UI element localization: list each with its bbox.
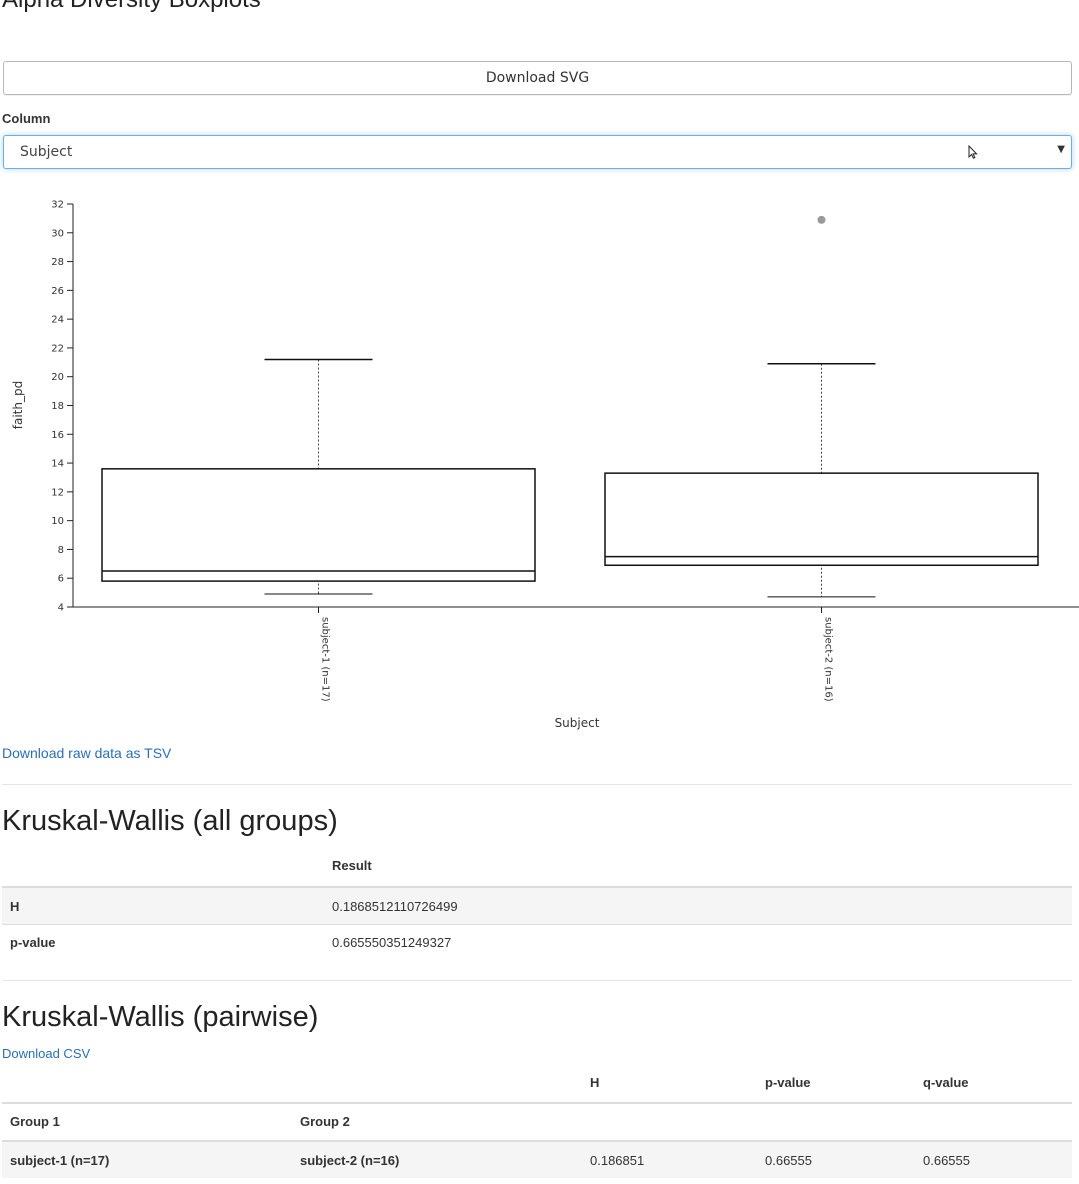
y-tick-label: 14 <box>51 459 64 470</box>
x-tick-label: subject-2 (n=16) <box>823 617 834 702</box>
group2-header: Group 2 <box>300 1114 350 1129</box>
kw-pair-table: H p-value q-value Group 1 Group 2 subjec… <box>2 1066 1072 1178</box>
q-cell: 0.66555 <box>923 1153 970 1168</box>
download-raw-tsv-link[interactable]: Download raw data as TSV <box>2 745 172 761</box>
chevron-down-icon: ▼ <box>1057 144 1065 155</box>
column-label: Column <box>2 111 51 126</box>
outlier-point <box>817 215 826 224</box>
group1-cell: subject-1 (n=17) <box>10 1153 110 1168</box>
download-csv-link[interactable]: Download CSV <box>2 1046 91 1061</box>
y-tick-label: 8 <box>58 545 64 556</box>
mouse-cursor-icon <box>968 145 978 159</box>
box <box>101 468 536 582</box>
y-axis: 4 6 8 10 12 14 16 18 20 22 24 26 28 30 32 <box>51 200 74 614</box>
p-header: p-value <box>765 1075 811 1090</box>
y-tick-label: 30 <box>51 228 64 239</box>
q-header: q-value <box>923 1075 969 1090</box>
h-cell: 0.186851 <box>590 1153 645 1168</box>
download-svg-button[interactable]: Download SVG <box>3 61 1072 95</box>
page-title: Alpha Diversity Boxplots <box>2 0 261 14</box>
h-header: H <box>590 1075 600 1090</box>
x-axis: subject-1 (n=17) subject-2 (n=16) <box>73 606 1079 702</box>
y-tick-label: 18 <box>51 401 64 412</box>
y-tick-label: 10 <box>51 516 64 527</box>
y-tick-label: 6 <box>58 574 64 585</box>
column-select[interactable]: Subject ▼ <box>3 135 1072 169</box>
table-header-row: Result <box>2 850 1072 886</box>
table-row: H 0.1868512110726499 <box>2 886 1072 924</box>
result-header: Result <box>332 858 372 873</box>
row-label: p-value <box>10 935 56 950</box>
kw-all-table: Result H 0.1868512110726499 p-value 0.66… <box>2 850 1072 962</box>
x-axis-label: Subject <box>555 716 600 730</box>
divider <box>2 980 1072 981</box>
y-tick-label: 4 <box>58 603 64 614</box>
table-row: p-value 0.665550351249327 <box>2 924 1072 962</box>
table-row: subject-1 (n=17) subject-2 (n=16) 0.1868… <box>2 1140 1072 1178</box>
column-select-value: Subject <box>20 144 73 160</box>
row-value: 0.665550351249327 <box>332 935 452 950</box>
row-label: H <box>10 899 20 914</box>
y-tick-label: 22 <box>51 343 64 354</box>
table-header-row: Group 1 Group 2 <box>2 1102 1072 1140</box>
divider <box>2 784 1072 785</box>
x-tick-label: subject-1 (n=17) <box>320 617 331 702</box>
kw-all-title: Kruskal-Wallis (all groups) <box>2 805 338 837</box>
box <box>604 472 1039 567</box>
y-tick-label: 28 <box>51 257 64 268</box>
y-tick-label: 16 <box>51 430 64 441</box>
boxes <box>101 215 1039 598</box>
y-tick-label: 24 <box>51 315 64 326</box>
y-axis-label: faith_pd <box>11 381 25 429</box>
p-cell: 0.66555 <box>765 1153 812 1168</box>
y-tick-label: 32 <box>51 200 64 211</box>
y-tick-label: 12 <box>51 487 64 498</box>
group2-cell: subject-2 (n=16) <box>300 1153 400 1168</box>
kw-pair-title: Kruskal-Wallis (pairwise) <box>2 1001 319 1033</box>
boxplot-chart: 4 6 8 10 12 14 16 18 20 22 24 26 28 30 32 subject-1 (n… <box>11 200 1079 730</box>
y-tick-label: 20 <box>51 372 64 383</box>
y-tick-label: 26 <box>51 286 64 297</box>
row-value: 0.1868512110726499 <box>332 899 458 914</box>
group1-header: Group 1 <box>10 1114 60 1129</box>
table-header-row: H p-value q-value <box>2 1066 1072 1102</box>
